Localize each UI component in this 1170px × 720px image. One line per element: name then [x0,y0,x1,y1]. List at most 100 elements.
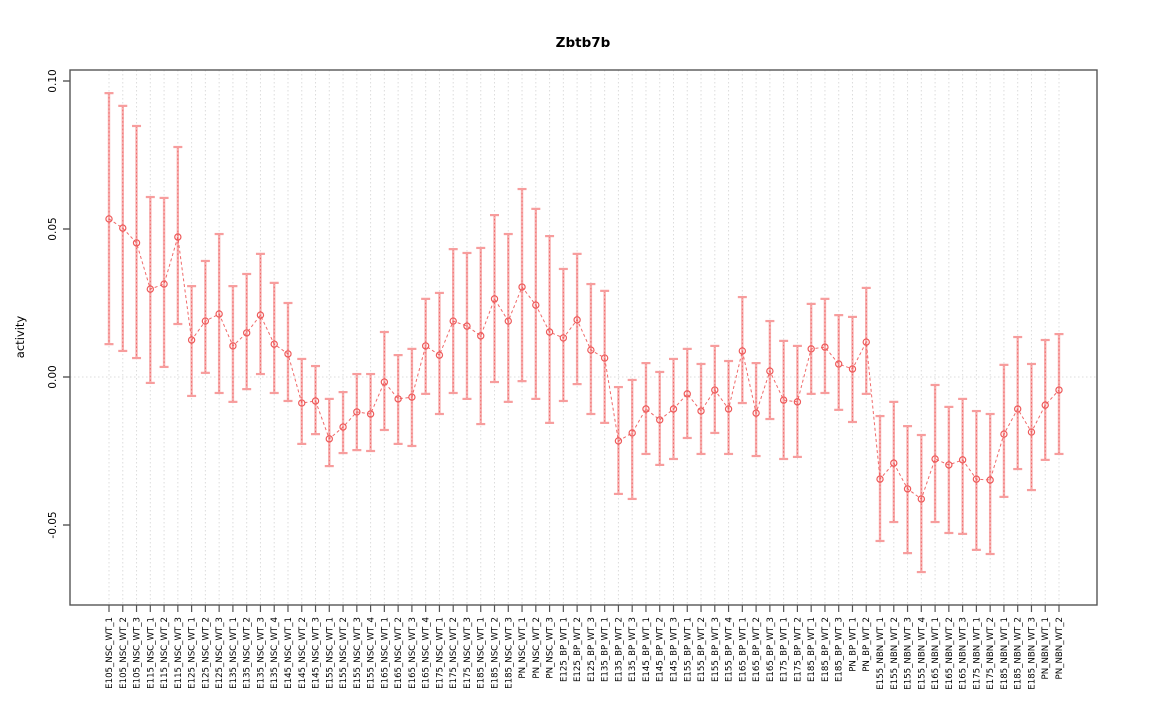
x-tick-label: E185_NSC_WT_1 [477,617,487,689]
data-point-marker [793,398,802,406]
data-point-marker [642,405,650,413]
x-tick-label: E145_NSC_WT_1 [284,617,294,689]
data-point-marker [215,310,223,318]
data-point-marker [986,476,994,484]
data-point-marker [1055,386,1063,394]
x-tick-label: E165_NSC_WT_4 [422,617,432,689]
x-tick-label: E165_NSC_WT_1 [380,617,390,689]
x-tick-label: PN_BP_WT_1 [848,617,858,672]
x-tick-label: E165_NSC_WT_3 [408,617,418,689]
x-tick-label: E155_BP_WT_2 [697,617,707,682]
x-tick-label: E125_NSC_WT_1 [188,617,198,689]
x-tick-label: PN_BP_WT_2 [862,617,872,672]
data-point-marker [339,423,347,431]
data-point-marker [504,317,512,325]
data-layer [104,92,1064,574]
x-tick-label: E155_NBN_WT_1 [876,617,886,690]
data-point-marker [545,328,554,336]
data-point-marker [835,360,843,368]
x-tick-label: E135_BP_WT_3 [628,617,638,682]
x-tick-label: E125_BP_WT_3 [587,617,597,682]
x-tick-label: E135_NSC_WT_3 [256,617,266,689]
data-point-marker [187,336,196,344]
x-tick-label: E165_NBN_WT_3 [959,617,969,690]
data-point-marker [683,390,691,398]
data-point-marker [105,215,113,223]
data-point-marker [1027,428,1036,436]
x-tick-label: PN_NBN_WT_2 [1055,617,1065,679]
x-tick-label: E175_NBN_WT_1 [972,617,982,690]
data-point-marker [256,311,265,319]
x-tick-label: E145_BP_WT_1 [642,617,652,682]
x-tick-label: E105_NSC_WT_2 [119,617,129,689]
plot-border [69,69,1098,606]
data-point-marker [917,495,926,503]
data-point-marker [821,343,829,351]
data-point-marker [656,416,664,424]
x-tick-label: E185_BP_WT_3 [835,617,845,682]
data-point-marker [1041,401,1049,409]
y-tick-label: -0.05 [47,511,59,538]
x-tick-label: E155_NBN_WT_4 [917,617,927,690]
data-point-marker [394,395,402,403]
x-tick-label: PN_NSC_WT_1 [518,617,528,679]
data-point-marker [408,393,416,401]
data-point-marker [669,405,678,413]
x-tick-label: E175_BP_WT_2 [793,617,803,682]
x-tick-label: PN_NBN_WT_1 [1041,617,1051,679]
x-tick-label: E155_NSC_WT_4 [367,617,377,689]
x-tick-label: E185_NBN_WT_2 [1014,617,1024,690]
data-point-marker [160,280,168,288]
data-point-marker [1000,430,1008,438]
x-tick-label: E155_BP_WT_3 [711,617,721,682]
x-tick-label: E125_BP_WT_1 [559,617,569,682]
x-tick-label: E115_NSC_WT_3 [174,617,184,689]
data-point-marker [752,409,760,417]
data-point-marker [890,459,898,467]
data-point-marker [532,301,540,309]
data-point-marker [779,396,788,404]
series-connector-line [108,218,1060,500]
x-tick-label: E175_NSC_WT_1 [435,617,445,689]
x-tick-label: E185_BP_WT_2 [821,617,831,682]
x-tick-label: E105_NSC_WT_3 [133,617,143,689]
grid-layer [70,70,1097,605]
data-point-marker [587,346,595,354]
y-axis-label: activity [13,316,27,359]
x-tick-label: E185_NBN_WT_3 [1027,617,1037,690]
data-point-marker [518,283,526,291]
x-tick-label: E175_NBN_WT_2 [986,617,996,690]
data-point-marker [449,317,457,325]
data-point-marker [477,332,485,340]
data-point-marker [931,455,939,463]
data-point-marker [298,399,306,407]
x-tick-label: E175_NSC_WT_3 [463,617,473,689]
data-point-marker [848,365,857,373]
x-tick-label: E115_NSC_WT_1 [146,617,156,689]
data-point-marker [435,351,444,359]
data-point-marker [903,485,912,493]
x-tick-label: E165_NBN_WT_2 [945,617,955,690]
x-tick-label: E175_BP_WT_1 [780,617,790,682]
data-point-marker [284,350,292,358]
x-tick-label: PN_NSC_WT_3 [546,617,556,679]
x-tick-label: E165_NBN_WT_1 [931,617,941,690]
data-point-marker [201,317,210,325]
y-tick-label: 0.10 [47,69,59,92]
data-point-marker [559,334,568,342]
x-tick-label: PN_NSC_WT_2 [532,617,542,679]
x-tick-label: E155_NBN_WT_2 [890,617,900,690]
data-point-marker [972,475,981,483]
data-point-marker [463,322,471,330]
data-point-marker [366,410,375,418]
data-point-marker [807,345,815,353]
x-tick-label: E185_BP_WT_1 [807,617,817,682]
x-tick-label: E125_BP_WT_2 [573,617,583,682]
x-tick-label: E155_NSC_WT_1 [325,617,335,689]
x-tick-label: E105_NSC_WT_1 [105,617,115,689]
data-point-marker [724,405,733,413]
data-point-marker [600,354,609,362]
data-point-marker [353,408,361,416]
data-point-marker [573,316,581,324]
